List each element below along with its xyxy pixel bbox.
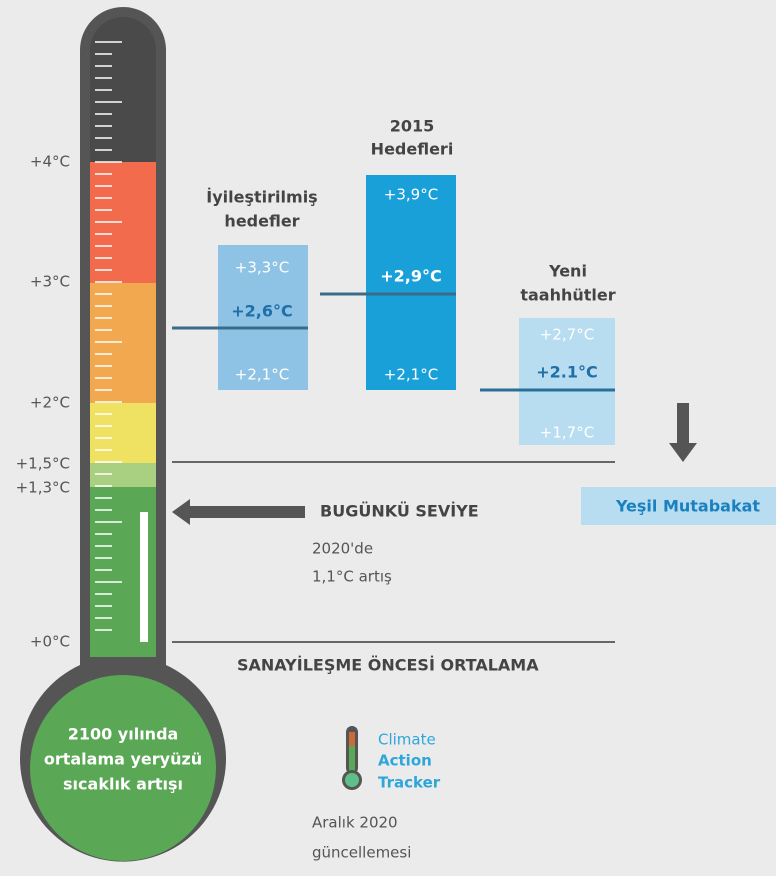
current-note: 1,1°C artış bbox=[312, 568, 392, 586]
mid-label: +2,6°C bbox=[231, 302, 293, 321]
high-label: +3,3°C bbox=[235, 259, 289, 277]
caption: 2100 yılında bbox=[68, 725, 179, 744]
high-label: +3,9°C bbox=[384, 186, 438, 204]
scale-labels: +4°C +3°C +2°C +1,5°C +1,3°C +0°C bbox=[16, 153, 70, 651]
logo-icon bbox=[342, 726, 362, 790]
logo-text: Climate bbox=[378, 731, 436, 749]
mid-label: +2,9°C bbox=[380, 267, 442, 286]
group: Yeni taahhütler +2,7°C +2.1°C +1,7°C bbox=[480, 262, 616, 445]
baseline-label: SANAYİLEŞME ÖNCESİ ORTALAMA bbox=[237, 656, 539, 675]
low-label: +2,1°C bbox=[235, 366, 289, 384]
high-label: +2,7°C bbox=[540, 326, 594, 344]
group-title: hedefler bbox=[224, 212, 299, 231]
scale-label: +3°C bbox=[30, 273, 70, 291]
green-deal-label: Yeşil Mutabakat bbox=[615, 497, 760, 516]
scale-label: +1,5°C bbox=[16, 455, 70, 473]
scale-label: +2°C bbox=[30, 394, 70, 412]
current-note: 2020'de bbox=[312, 540, 373, 558]
thermometer bbox=[20, 7, 227, 862]
scale-label: +1,3°C bbox=[16, 479, 70, 497]
group: 2015 Hedefleri +3,9°C +2,9°C +2,1°C bbox=[320, 117, 456, 390]
footer: güncellemesi bbox=[312, 844, 411, 862]
group-title: Hedefleri bbox=[371, 140, 454, 159]
low-label: +2,1°C bbox=[384, 366, 438, 384]
footer: Aralık 2020 bbox=[312, 814, 398, 832]
mid-label: +2.1°C bbox=[536, 363, 598, 382]
group-title: İyileştirilmiş bbox=[206, 188, 317, 207]
left-arrow bbox=[172, 499, 305, 525]
caption: ortalama yeryüzü bbox=[44, 750, 202, 769]
down-arrow bbox=[669, 403, 697, 462]
green-deal-box bbox=[581, 487, 776, 525]
scale-label: +4°C bbox=[30, 153, 70, 171]
group-title: 2015 bbox=[390, 117, 435, 136]
low-label: +1,7°C bbox=[540, 424, 594, 442]
scale-label: +0°C bbox=[30, 633, 70, 651]
caption: sıcaklık artışı bbox=[63, 775, 183, 794]
logo-text: Tracker bbox=[378, 774, 441, 792]
current-title: BUGÜNKÜ SEVİYE bbox=[320, 502, 479, 521]
group-title: Yeni bbox=[548, 262, 587, 281]
group-title: taahhütler bbox=[520, 286, 615, 305]
group: İyileştirilmiş hedefler +3,3°C +2,6°C +2… bbox=[172, 188, 318, 390]
logo-text: Action bbox=[378, 752, 432, 770]
